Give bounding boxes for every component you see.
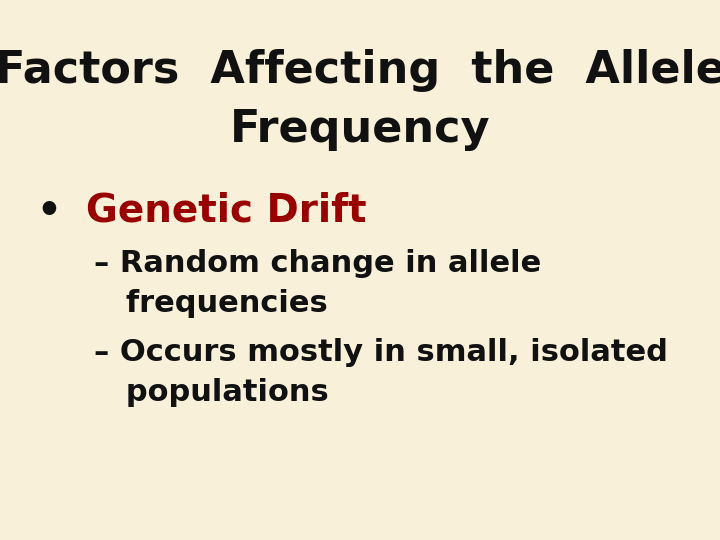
Text: – Occurs mostly in small, isolated
   populations: – Occurs mostly in small, isolated popul… [94,338,667,407]
Text: – Random change in allele
   frequencies: – Random change in allele frequencies [94,249,541,318]
Text: Genetic Drift: Genetic Drift [86,192,367,230]
Text: •: • [36,192,61,230]
Text: Frequency: Frequency [230,108,490,151]
Text: Factors  Affecting  the  Allele: Factors Affecting the Allele [0,49,720,92]
